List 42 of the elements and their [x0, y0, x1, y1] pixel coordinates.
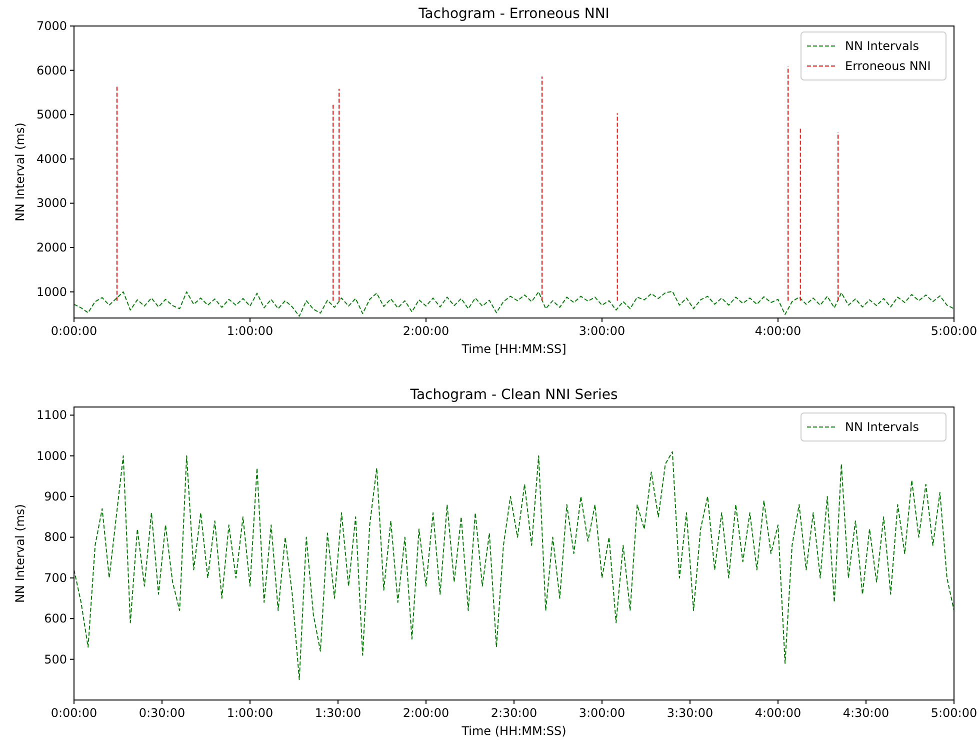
- x-tick-label: 2:00:00: [402, 706, 450, 720]
- x-tick-label: 4:00:00: [754, 324, 802, 338]
- x-tick-label: 2:30:00: [490, 706, 538, 720]
- y-tick-label: 600: [44, 612, 67, 626]
- y-tick-label: 800: [44, 530, 67, 544]
- y-tick-label: 900: [44, 490, 67, 504]
- chart-title: Tachogram - Clean NNI Series: [409, 387, 618, 403]
- y-tick-label: 1100: [36, 408, 67, 422]
- x-tick-label: 0:00:00: [50, 324, 98, 338]
- x-tick-label: 3:00:00: [578, 706, 626, 720]
- legend-label: NN Intervals: [845, 420, 919, 434]
- y-tick-label: 500: [44, 652, 67, 666]
- x-tick-label: 1:00:00: [226, 706, 274, 720]
- x-tick-label: 0:30:00: [138, 706, 186, 720]
- y-tick-label: 1000: [36, 284, 67, 299]
- y-tick-label: 3000: [36, 196, 67, 210]
- y-tick-label: 700: [44, 570, 67, 585]
- x-tick-label: 1:00:00: [226, 324, 274, 338]
- y-tick-label: 5000: [36, 108, 67, 122]
- x-tick-label: 4:00:00: [754, 706, 802, 720]
- x-tick-label: 1:30:00: [314, 706, 362, 720]
- legend-label: NN Intervals: [845, 39, 919, 53]
- x-tick-label: 5:00:00: [930, 706, 978, 720]
- y-tick-label: 7000: [36, 19, 67, 33]
- y-tick-label: 4000: [36, 152, 67, 166]
- x-axis-title: Time (HH:MM:SS): [460, 724, 566, 738]
- line-series: [74, 451, 954, 680]
- x-tick-label: 4:30:00: [842, 706, 890, 720]
- chart-title: Tachogram - Erroneous NNI: [418, 6, 610, 22]
- x-tick-label: 5:00:00: [930, 324, 978, 338]
- x-tick-label: 2:00:00: [402, 324, 450, 338]
- y-tick-label: 6000: [36, 63, 67, 78]
- y-tick-label: 1000: [36, 448, 67, 463]
- x-tick-label: 3:00:00: [578, 324, 626, 338]
- x-axis-title: Time [HH:MM:SS]: [460, 342, 566, 356]
- x-tick-label: 0:00:00: [50, 706, 98, 720]
- line-series: [74, 290, 954, 317]
- y-tick-label: 2000: [36, 240, 67, 255]
- y-axis-title: NN Interval (ms): [13, 504, 27, 603]
- legend-label: Erroneous NNI: [845, 59, 931, 73]
- y-axis-title: NN Interval (ms): [13, 122, 27, 222]
- x-tick-label: 3:30:00: [666, 706, 714, 720]
